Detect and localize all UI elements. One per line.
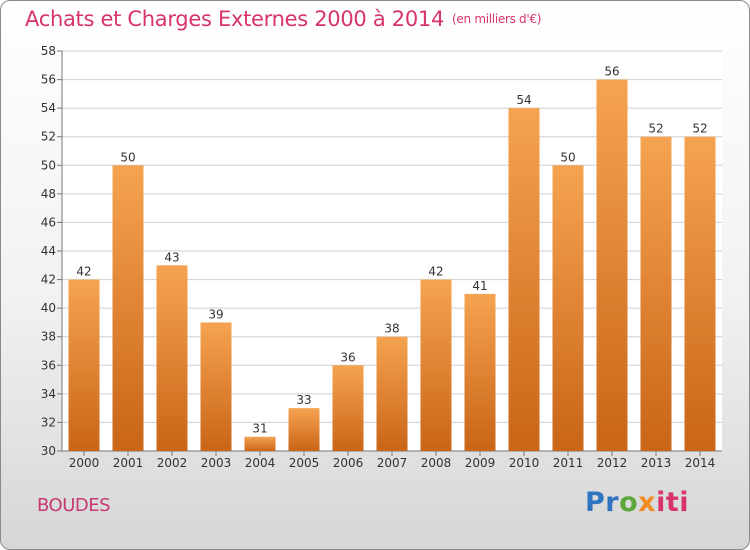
data-label: 42 — [428, 265, 443, 279]
y-tick-label: 54 — [41, 101, 56, 115]
commune-name: BOUDES — [37, 495, 111, 516]
data-label: 50 — [120, 150, 135, 164]
y-tick-label: 38 — [41, 330, 56, 344]
x-tick-label: 2005 — [289, 456, 320, 470]
bar-2004 — [244, 436, 276, 451]
chart-title: Achats et Charges Externes 2000 à 2014 (e… — [25, 7, 541, 31]
bar-2009 — [464, 293, 496, 451]
x-tick-label: 2007 — [377, 456, 408, 470]
y-tick-label: 52 — [41, 130, 56, 144]
y-tick-label: 34 — [41, 387, 56, 401]
data-label: 52 — [692, 122, 707, 136]
data-label: 38 — [384, 322, 399, 336]
x-tick-label: 2014 — [685, 456, 716, 470]
x-tick-label: 2011 — [553, 456, 584, 470]
y-tick-label: 46 — [41, 215, 56, 229]
bar-2007 — [376, 336, 408, 451]
y-tick-label: 32 — [41, 415, 56, 429]
y-tick-label: 56 — [41, 73, 56, 87]
data-label: 43 — [164, 250, 179, 264]
unit-note: (en milliers d'€) — [452, 12, 542, 26]
data-label: 36 — [340, 350, 355, 364]
data-label: 52 — [648, 122, 663, 136]
x-tick-label: 2012 — [597, 456, 628, 470]
x-tick-label: 2003 — [201, 456, 232, 470]
proxiti-logo: Proxiti — [585, 487, 690, 518]
bar-2006 — [332, 365, 364, 451]
x-tick-label: 2002 — [157, 456, 188, 470]
y-tick-label: 44 — [41, 244, 56, 258]
y-tick-label: 40 — [41, 301, 56, 315]
bar-2002 — [156, 265, 188, 451]
data-label: 39 — [208, 307, 223, 321]
x-tick-label: 2010 — [509, 456, 540, 470]
bar-2008 — [420, 279, 452, 451]
x-tick-label: 2009 — [465, 456, 496, 470]
y-tick-label: 50 — [41, 158, 56, 172]
data-label: 41 — [472, 279, 487, 293]
bar-2012 — [596, 79, 628, 452]
data-label: 50 — [560, 150, 575, 164]
y-tick-label: 58 — [41, 44, 56, 58]
y-tick-label: 48 — [41, 187, 56, 201]
data-label: 31 — [252, 422, 267, 436]
bar-2001 — [112, 165, 144, 452]
x-tick-label: 2001 — [113, 456, 144, 470]
bar-2000 — [68, 279, 100, 451]
x-tick-label: 2013 — [641, 456, 672, 470]
bar-2005 — [288, 408, 320, 451]
data-label: 56 — [604, 65, 619, 79]
y-tick-label: 36 — [41, 358, 56, 372]
bar-2014 — [684, 136, 716, 451]
data-label: 42 — [76, 265, 91, 279]
data-label: 33 — [296, 393, 311, 407]
x-tick-label: 2000 — [69, 456, 100, 470]
x-tick-label: 2008 — [421, 456, 452, 470]
bar-2011 — [552, 165, 584, 452]
y-tick-label: 42 — [41, 273, 56, 287]
data-label: 54 — [516, 93, 531, 107]
bar-2003 — [200, 322, 232, 451]
x-tick-label: 2006 — [333, 456, 364, 470]
bar-2010 — [508, 108, 540, 452]
title-text: Achats et Charges Externes 2000 à 2014 — [25, 7, 445, 31]
bar-2013 — [640, 136, 672, 451]
y-tick-label: 30 — [41, 444, 56, 458]
x-tick-label: 2004 — [245, 456, 276, 470]
